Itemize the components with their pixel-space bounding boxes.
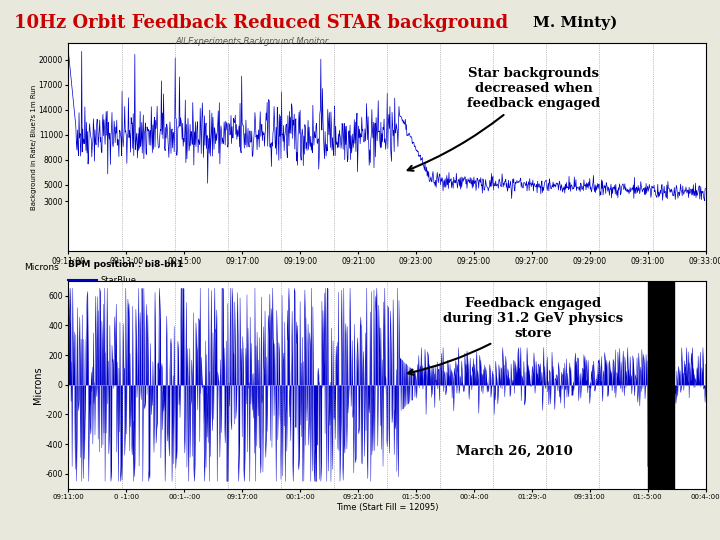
Y-axis label: Microns: Microns: [32, 366, 42, 403]
Text: BPM position : bi8-bh1: BPM position : bi8-bh1: [68, 260, 184, 269]
Text: Microns: Microns: [24, 264, 58, 273]
Text: StarBlue: StarBlue: [100, 276, 136, 285]
Y-axis label: Background in Rate/ Blue?s 1m Run: Background in Rate/ Blue?s 1m Run: [31, 85, 37, 210]
Text: Star backgrounds
decreased when
feedback engaged: Star backgrounds decreased when feedback…: [408, 68, 600, 171]
Text: Feedback engaged
during 31.2 GeV physics
store: Feedback engaged during 31.2 GeV physics…: [408, 296, 624, 375]
Text: March 26, 2010: March 26, 2010: [456, 445, 573, 458]
Text: All Experiments Background Monitor: All Experiments Background Monitor: [176, 37, 328, 46]
Text: M. Minty): M. Minty): [533, 15, 617, 30]
X-axis label: Time (Start Fill = 12095): Time (Start Fill = 12095): [336, 503, 438, 512]
Text: 10Hz Orbit Feedback Reduced STAR background: 10Hz Orbit Feedback Reduced STAR backgro…: [14, 14, 508, 31]
